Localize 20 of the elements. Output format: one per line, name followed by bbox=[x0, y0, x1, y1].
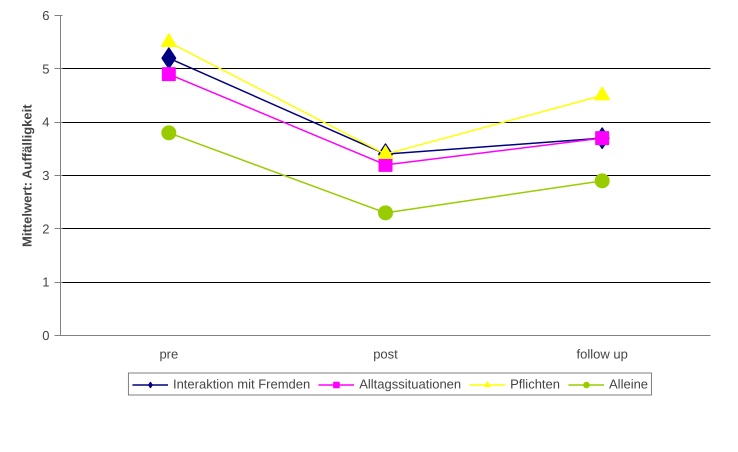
point bbox=[378, 205, 393, 220]
y-tick-label: 6 bbox=[42, 8, 50, 23]
y-tick-label: 0 bbox=[42, 328, 50, 343]
point bbox=[162, 67, 176, 82]
y-tick-label: 5 bbox=[42, 61, 50, 76]
y-tick-label: 3 bbox=[42, 168, 50, 183]
legend-label: Alleine bbox=[609, 376, 648, 392]
y-tick-label: 4 bbox=[42, 114, 50, 130]
x-tick-label: follow up bbox=[576, 346, 628, 362]
legend-label: Pflichten bbox=[510, 376, 560, 392]
y-axis-title: Mittelwert: Auffälligkeit bbox=[19, 104, 34, 248]
legend-label: Alltagssituationen bbox=[359, 376, 462, 392]
x-tick-label: post bbox=[373, 346, 398, 362]
point bbox=[594, 173, 610, 188]
y-tick-label: 2 bbox=[42, 221, 50, 236]
y-tick-label: 1 bbox=[42, 274, 50, 290]
point bbox=[161, 125, 176, 140]
x-tick-label: pre bbox=[159, 346, 178, 362]
legend-label: Interaktion mit Fremden bbox=[172, 376, 310, 392]
point bbox=[378, 158, 392, 172]
